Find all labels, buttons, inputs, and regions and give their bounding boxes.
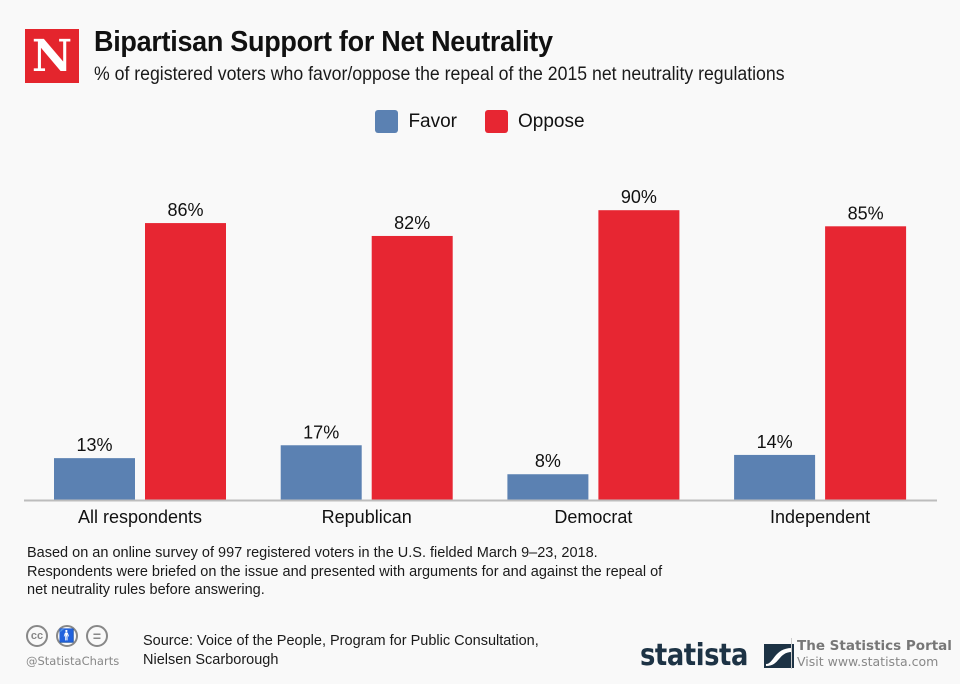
statista-link[interactable]: Visit www.statista.com xyxy=(797,654,939,669)
bar-oppose-3 xyxy=(825,226,907,501)
data-label-oppose-3: 85% xyxy=(848,203,884,223)
legend-label-oppose: Oppose xyxy=(518,110,585,132)
bar-favor-1 xyxy=(280,445,362,500)
statista-portal[interactable]: The Statistics Portal Visit www.statista… xyxy=(791,638,952,669)
statista-wave-icon xyxy=(763,643,794,668)
data-label-oppose-1: 82% xyxy=(394,213,430,233)
bar-favor-0 xyxy=(54,458,135,500)
bar-chart: 13% 86% All respondents 17% 82% Republican 8% 9… xyxy=(24,187,937,527)
bar-favor-3 xyxy=(734,454,816,500)
chart-title: Bipartisan Support for Net Neutrality xyxy=(94,26,553,58)
data-label-favor-3: 14% xyxy=(757,432,793,452)
legend: Favor Oppose xyxy=(0,110,960,133)
bar-favor-2 xyxy=(507,474,589,500)
category-label-2: Democrat xyxy=(554,507,632,527)
creative-commons-icon: cc xyxy=(26,625,48,647)
attribution-icon: 🚹 xyxy=(56,625,78,647)
legend-label-favor: Favor xyxy=(408,110,458,132)
bar-oppose-1 xyxy=(371,235,453,500)
statista-handle: @StatistaCharts xyxy=(26,654,120,668)
legend-item-oppose: Oppose xyxy=(485,110,585,133)
no-derivatives-icon: = xyxy=(86,625,108,647)
bar-oppose-0 xyxy=(145,223,226,500)
legend-swatch-favor xyxy=(375,110,399,133)
data-label-favor-2: 8% xyxy=(535,451,561,471)
license-icons: cc 🚹 = xyxy=(26,625,108,647)
data-label-favor-0: 13% xyxy=(76,435,112,455)
legend-item-favor: Favor xyxy=(375,110,457,133)
source-text: Source: Voice of the People, Program for… xyxy=(143,633,539,668)
data-label-oppose-2: 90% xyxy=(621,187,657,207)
category-label-0: All respondents xyxy=(78,507,202,527)
chart-subtitle: % of registered voters who favor/oppose … xyxy=(94,64,785,85)
legend-swatch-oppose xyxy=(485,110,509,133)
category-label-3: Independent xyxy=(770,507,870,527)
newsweek-logo: N xyxy=(25,29,79,83)
data-label-oppose-0: 86% xyxy=(167,200,203,220)
methodology-note: Based on an online survey of 997 registe… xyxy=(27,545,663,598)
category-label-1: Republican xyxy=(322,507,412,527)
bar-oppose-2 xyxy=(598,210,680,500)
data-label-favor-1: 17% xyxy=(303,422,339,442)
statista-logo[interactable]: statista xyxy=(640,638,794,673)
